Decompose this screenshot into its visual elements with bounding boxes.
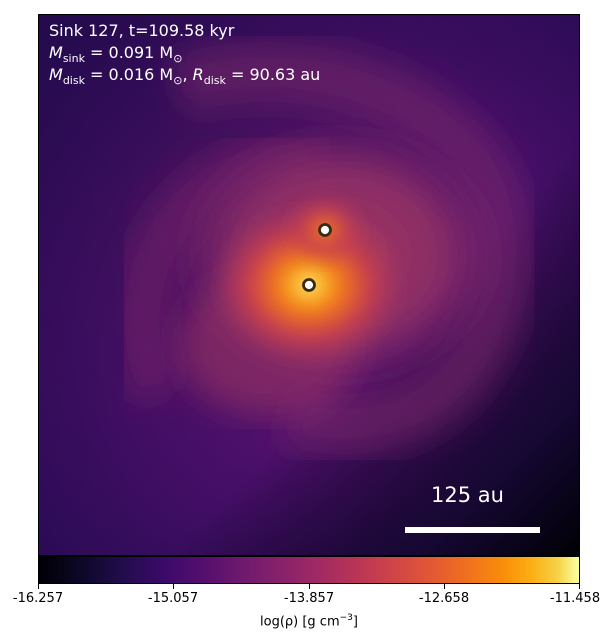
disk-properties-label: Mdisk = 0.016 M⊙, Rdisk = 90.63 au [49,65,321,88]
colorbar [38,556,580,584]
colorbar-tick [579,584,580,589]
colorbar-tick [309,584,310,589]
colorbar-tick [173,584,174,589]
sink-upper [318,223,332,237]
scale-bar [405,527,540,533]
scale-bar-label: 125 au [431,483,504,507]
colorbar-tick-label: -11.458 [549,591,601,606]
sink-title: Sink 127, t=109.58 kyr [49,21,235,40]
colorbar-tick-label: -13.857 [283,591,335,606]
density-map: Sink 127, t=109.58 kyr Msink = 0.091 M⊙ … [38,14,580,556]
colorbar-label: log(ρ) [g cm−3] [260,613,358,630]
colorbar-tick-label: -12.658 [418,591,470,606]
colorbar-tick-label: -16.257 [12,591,64,606]
colorbar-tick [444,584,445,589]
sink-mass-label: Msink = 0.091 M⊙ [49,43,183,66]
sink-lower [302,278,316,292]
colorbar-tick-label: -15.057 [147,591,199,606]
colorbar-tick [38,584,39,589]
density-map-image [39,15,579,555]
